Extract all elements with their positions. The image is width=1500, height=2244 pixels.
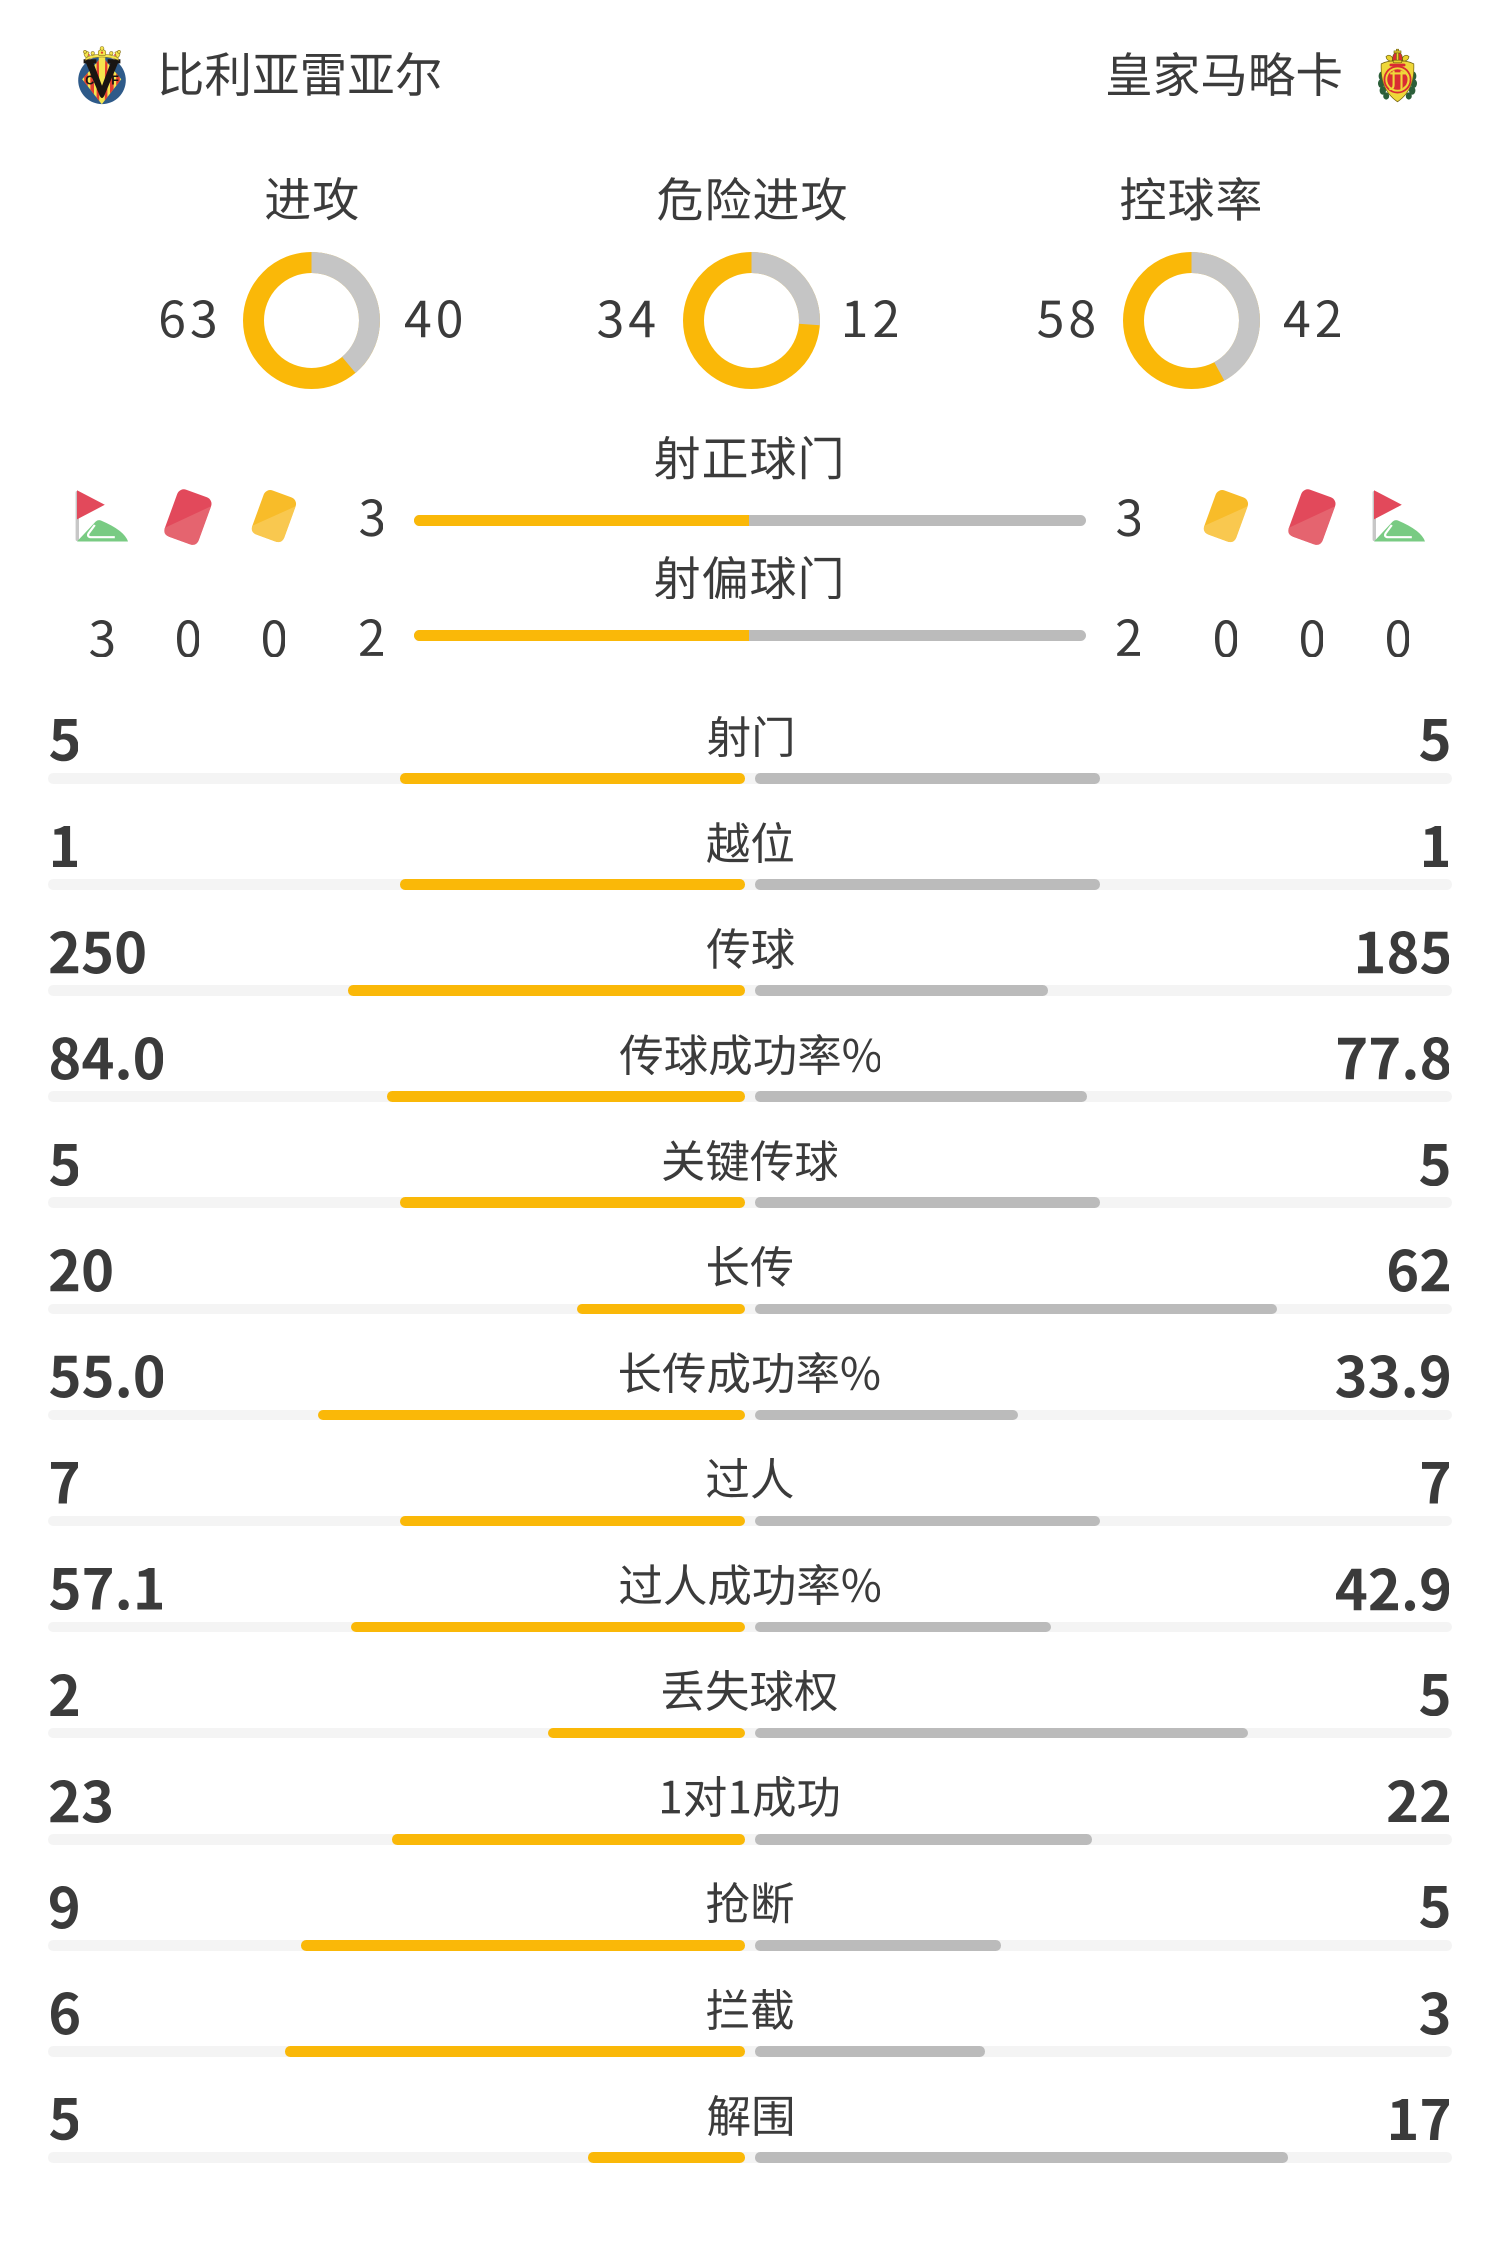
svg-text:C: C [85,74,94,88]
svg-text:F: F [111,74,119,88]
